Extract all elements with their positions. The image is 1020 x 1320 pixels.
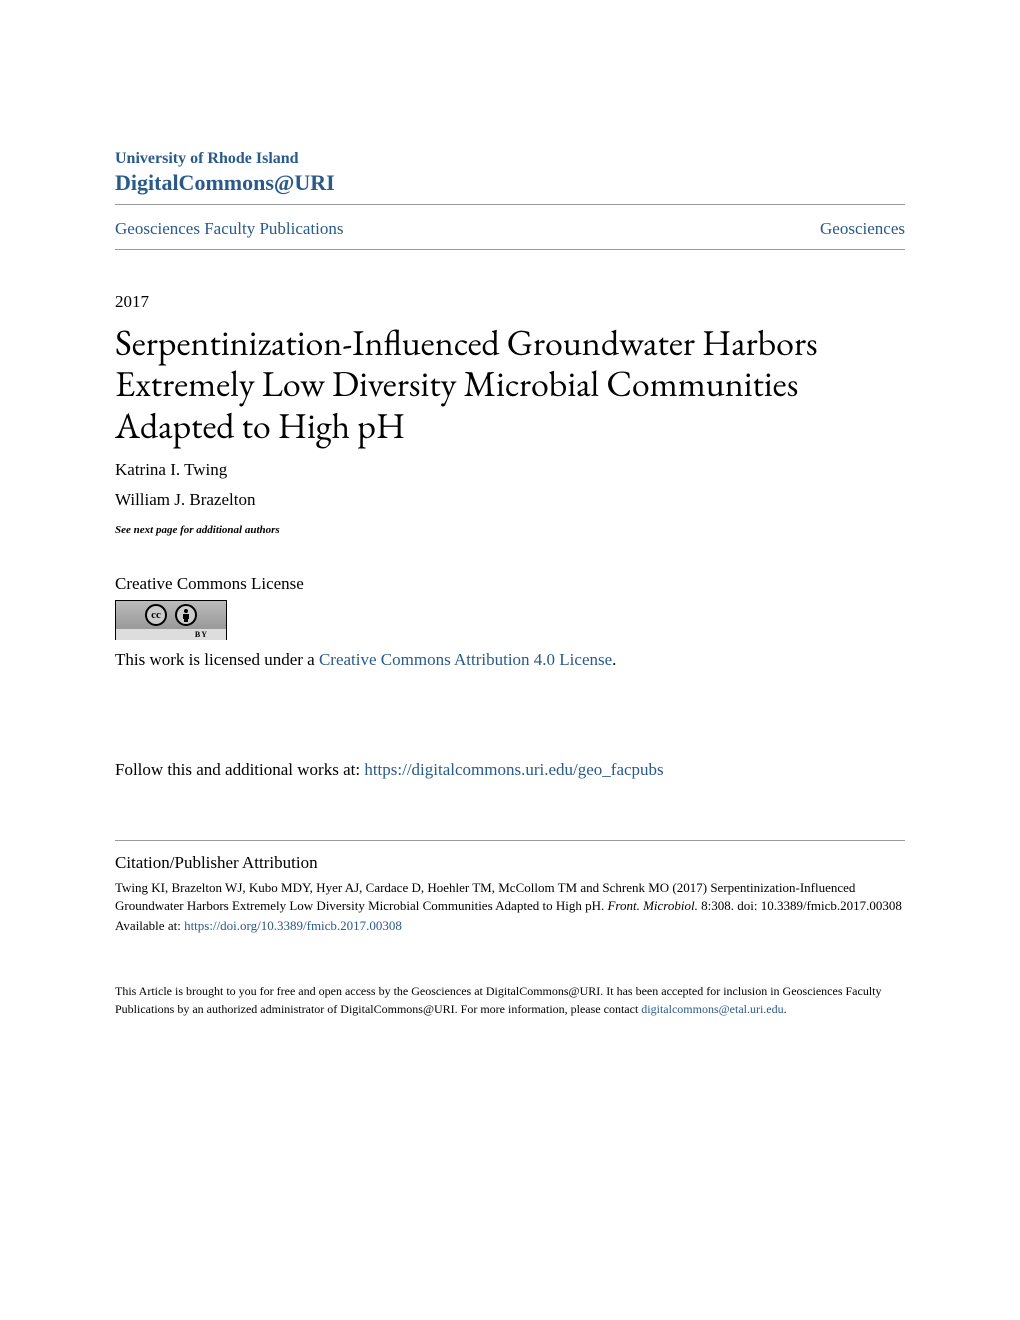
cc-badge-link[interactable]: cc BY	[115, 600, 227, 640]
footer-suffix: .	[784, 1002, 787, 1016]
contact-email-link[interactable]: digitalcommons@etal.uri.edu	[641, 1002, 783, 1016]
citation-journal: Front. Microbiol.	[607, 898, 697, 913]
license-prefix: This work is licensed under a	[115, 650, 319, 669]
university-name: University of Rhode Island	[115, 150, 905, 168]
author-2: William J. Brazelton	[115, 490, 905, 510]
available-prefix: Available at:	[115, 918, 184, 933]
available-at: Available at: https://doi.org/10.3389/fm…	[115, 918, 905, 934]
breadcrumb-department-link[interactable]: Geosciences	[820, 219, 905, 239]
citation-body: Twing KI, Brazelton WJ, Kubo MDY, Hyer A…	[115, 879, 905, 915]
license-text: This work is licensed under a Creative C…	[115, 650, 905, 670]
citation-text-2: 8:308. doi: 10.3389/fmicb.2017.00308	[698, 898, 902, 913]
cc-badge-bottom: BY	[116, 629, 226, 640]
cc-badge-top: cc	[116, 601, 226, 629]
article-title: Serpentinization-Influenced Groundwater …	[115, 322, 905, 446]
by-logo-icon	[175, 604, 197, 626]
citation-heading: Citation/Publisher Attribution	[115, 853, 905, 873]
breadcrumb-row: Geosciences Faculty Publications Geoscie…	[115, 219, 905, 250]
follow-works: Follow this and additional works at: htt…	[115, 760, 905, 780]
license-link[interactable]: Creative Commons Attribution 4.0 License	[319, 650, 612, 669]
license-suffix: .	[612, 650, 616, 669]
follow-link[interactable]: https://digitalcommons.uri.edu/geo_facpu…	[364, 760, 663, 779]
follow-prefix: Follow this and additional works at:	[115, 760, 364, 779]
cc-logo-icon: cc	[145, 604, 167, 626]
breadcrumb-collection-link[interactable]: Geosciences Faculty Publications	[115, 219, 344, 239]
publication-year: 2017	[115, 292, 905, 312]
repo-name-link[interactable]: DigitalCommons@URI	[115, 170, 335, 196]
doi-link[interactable]: https://doi.org/10.3389/fmicb.2017.00308	[184, 918, 402, 933]
footer-text: This Article is brought to you for free …	[115, 982, 905, 1018]
see-next-page-note: See next page for additional authors	[115, 524, 905, 536]
cc-license-heading: Creative Commons License	[115, 574, 905, 594]
citation-section: Citation/Publisher Attribution Twing KI,…	[115, 840, 905, 933]
header-section: University of Rhode Island DigitalCommon…	[115, 150, 905, 205]
author-1: Katrina I. Twing	[115, 460, 905, 480]
